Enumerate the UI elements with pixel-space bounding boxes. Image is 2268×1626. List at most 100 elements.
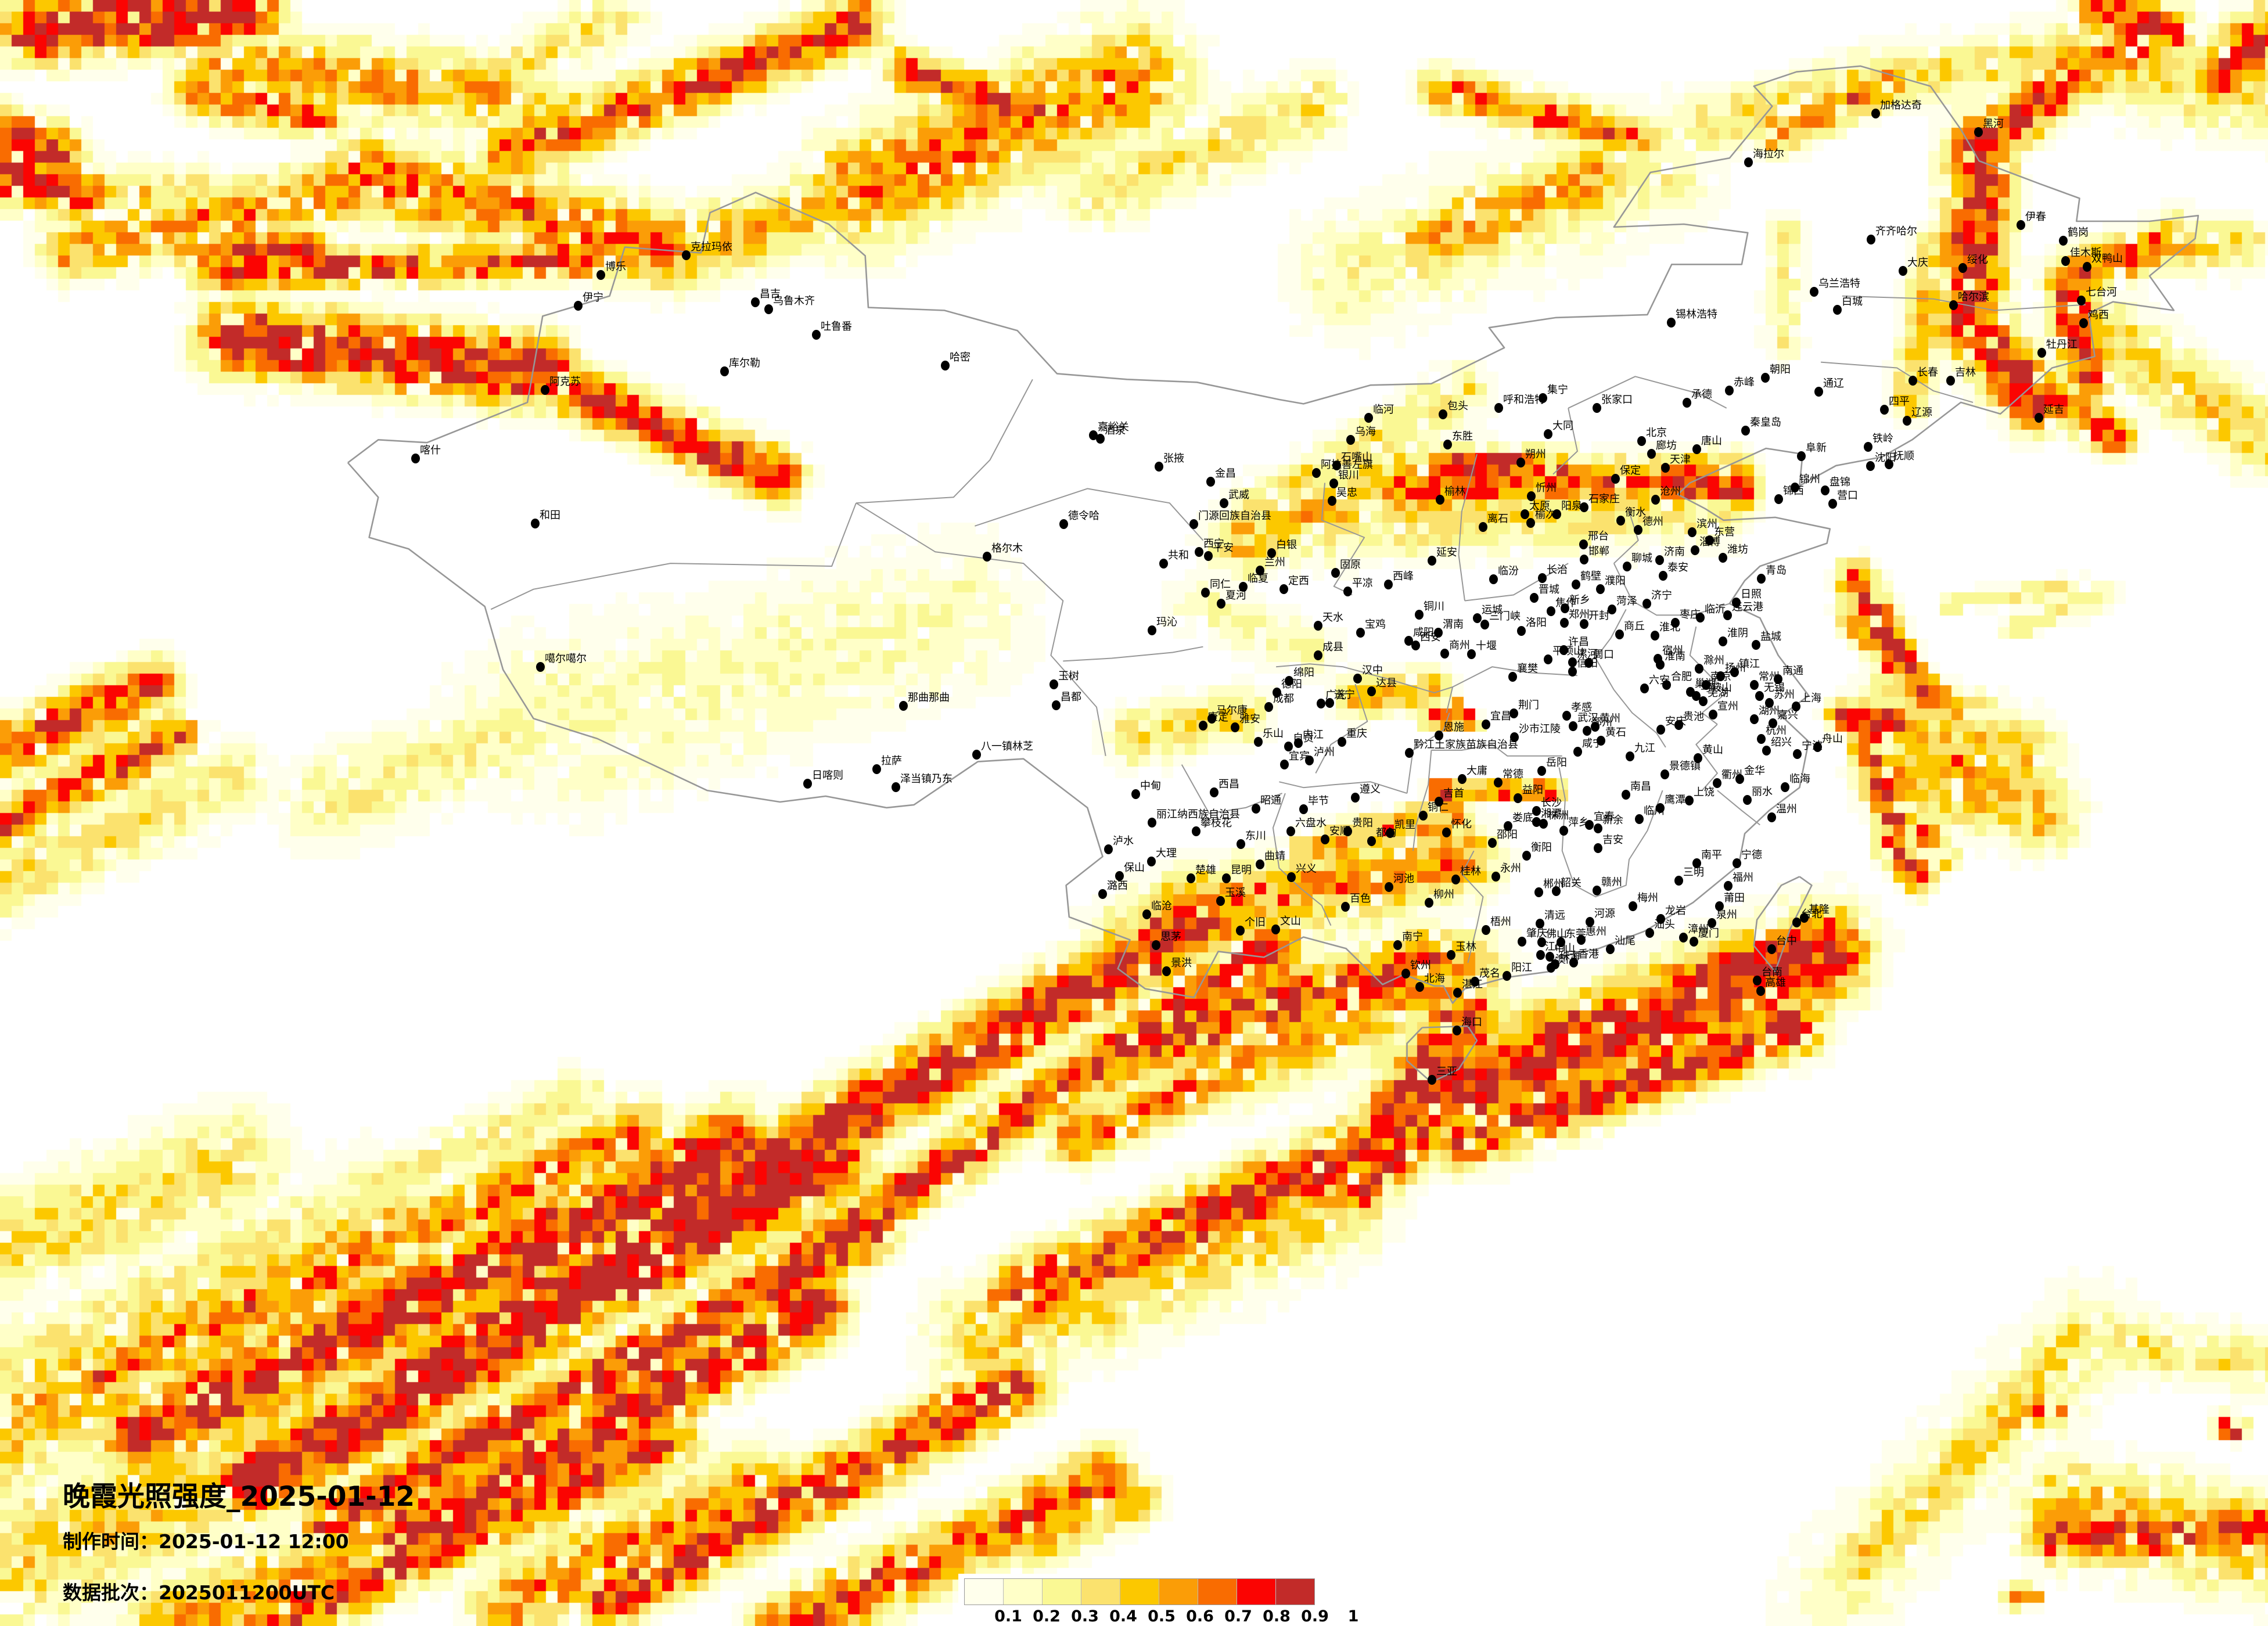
city-dot xyxy=(1615,629,1624,639)
city-dot xyxy=(1767,812,1776,822)
city-dot xyxy=(1494,403,1503,413)
city-dot xyxy=(1415,610,1424,620)
city-label: 四平 xyxy=(1889,395,1910,408)
city-dot xyxy=(812,330,821,340)
city-label: 达县 xyxy=(1376,677,1397,689)
city-label: 库尔勒 xyxy=(729,357,760,369)
city-label: 茂名 xyxy=(1479,967,1500,980)
city-dot xyxy=(1591,722,1600,732)
city-dot xyxy=(1439,409,1447,419)
city-label: 天水 xyxy=(1322,611,1343,624)
legend-color-cell xyxy=(1237,1579,1276,1605)
city-label: 吉安 xyxy=(1602,834,1623,846)
city-dot xyxy=(536,662,545,672)
city-label: 太原 xyxy=(1529,500,1550,512)
city-label: 赣州 xyxy=(1601,876,1622,888)
city-dot xyxy=(1864,442,1872,452)
city-label: 拉萨 xyxy=(881,755,902,767)
city-dot xyxy=(2059,236,2068,246)
legend-colorbar xyxy=(964,1578,1315,1605)
city-dot xyxy=(1719,636,1727,646)
province-boundary xyxy=(856,502,1106,756)
city-label: 泸州 xyxy=(1314,746,1335,758)
city-dot xyxy=(1880,405,1889,415)
city-label: 都匀 xyxy=(1376,827,1397,839)
city-label: 三亚 xyxy=(1436,1066,1457,1078)
province-boundary xyxy=(1695,724,1718,791)
city-dot xyxy=(1679,933,1688,942)
city-label: 岳阳 xyxy=(1546,757,1567,769)
city-label: 固原 xyxy=(1340,559,1361,571)
city-label: 乌海 xyxy=(1355,426,1376,438)
city-dot xyxy=(1635,814,1644,824)
city-label: 宣州 xyxy=(1717,700,1738,713)
city-dot xyxy=(1199,721,1207,731)
city-dot xyxy=(1716,671,1725,681)
city-dot xyxy=(1568,657,1577,667)
city-label: 萍乡 xyxy=(1568,816,1589,829)
city-label: 鹰潭 xyxy=(1665,794,1685,806)
city-label: 西峰 xyxy=(1393,570,1414,582)
map-title: 晚霞光照强度_2025-01-12 xyxy=(63,1481,415,1513)
city-dot xyxy=(2061,256,2070,266)
city-label: 伊宁 xyxy=(583,292,603,304)
city-label: 阳泉 xyxy=(1561,500,1582,512)
city-dot xyxy=(2077,296,2086,305)
province-boundary xyxy=(1063,646,1203,662)
intensity-legend: 0.1 0.2 0.3 0.4 0.5 0.6 0.7 0.8 0.9 1 xyxy=(958,1574,1358,1626)
city-dot xyxy=(1695,664,1703,674)
city-label: 遵义 xyxy=(1360,783,1381,796)
city-dot xyxy=(1661,463,1670,473)
city-label: 东营 xyxy=(1714,526,1735,538)
province-boundary xyxy=(856,379,1033,504)
city-dot xyxy=(1256,566,1264,575)
city-label: 临河 xyxy=(1373,404,1394,416)
city-dot xyxy=(1908,376,1917,386)
city-dot xyxy=(1526,518,1535,528)
city-dot xyxy=(1545,952,1554,962)
city-dot xyxy=(1767,944,1776,954)
city-label: 韶关 xyxy=(1561,877,1582,889)
city-label: 佳木斯 xyxy=(2070,247,2101,259)
city-label: 克拉玛依 xyxy=(691,241,732,253)
city-dot xyxy=(2079,318,2088,328)
city-dot xyxy=(1098,889,1107,899)
city-dot xyxy=(1584,658,1593,668)
city-label: 黄石 xyxy=(1605,726,1626,739)
city-label: 钦州 xyxy=(1410,959,1431,972)
province-boundary xyxy=(975,488,1204,541)
city-dot xyxy=(541,385,549,395)
city-label: 武威 xyxy=(1228,489,1249,501)
city-dot xyxy=(1715,901,1724,911)
city-label: 成都 xyxy=(1273,693,1294,705)
city-dot xyxy=(1797,451,1806,461)
city-label: 辽源 xyxy=(1911,406,1932,419)
city-dot xyxy=(596,270,605,280)
city-label: 八一镇林芝 xyxy=(981,740,1033,753)
city-dot xyxy=(1049,679,1058,689)
city-dot xyxy=(1688,527,1696,537)
city-dot xyxy=(1279,584,1288,594)
city-label: 通辽 xyxy=(1823,377,1844,390)
city-dot xyxy=(1341,902,1350,912)
city-dot xyxy=(1285,676,1293,686)
city-dot xyxy=(1489,574,1498,584)
legend-tick-labels: 0.1 0.2 0.3 0.4 0.5 0.6 0.7 0.8 0.9 1 xyxy=(964,1607,1358,1626)
city-dot xyxy=(1899,266,1907,276)
city-dot xyxy=(1479,522,1487,532)
city-label: 曲靖 xyxy=(1264,850,1285,862)
province-boundary xyxy=(1558,767,1575,886)
city-label: 宝鸡 xyxy=(1365,618,1386,631)
city-label: 无锡 xyxy=(1764,682,1785,694)
city-label: 抚顺 xyxy=(1893,450,1914,462)
city-label: 枣庄 xyxy=(1680,609,1701,621)
city-dot xyxy=(1530,593,1539,603)
city-dot xyxy=(1482,720,1490,729)
city-label: 个旧 xyxy=(1245,916,1266,929)
city-dot xyxy=(1331,568,1340,578)
legend-color-cell xyxy=(1081,1579,1120,1605)
city-label: 基隆 xyxy=(1809,904,1830,916)
city-label: 淮南 xyxy=(1665,650,1685,663)
city-label: 忻州 xyxy=(1536,482,1557,494)
